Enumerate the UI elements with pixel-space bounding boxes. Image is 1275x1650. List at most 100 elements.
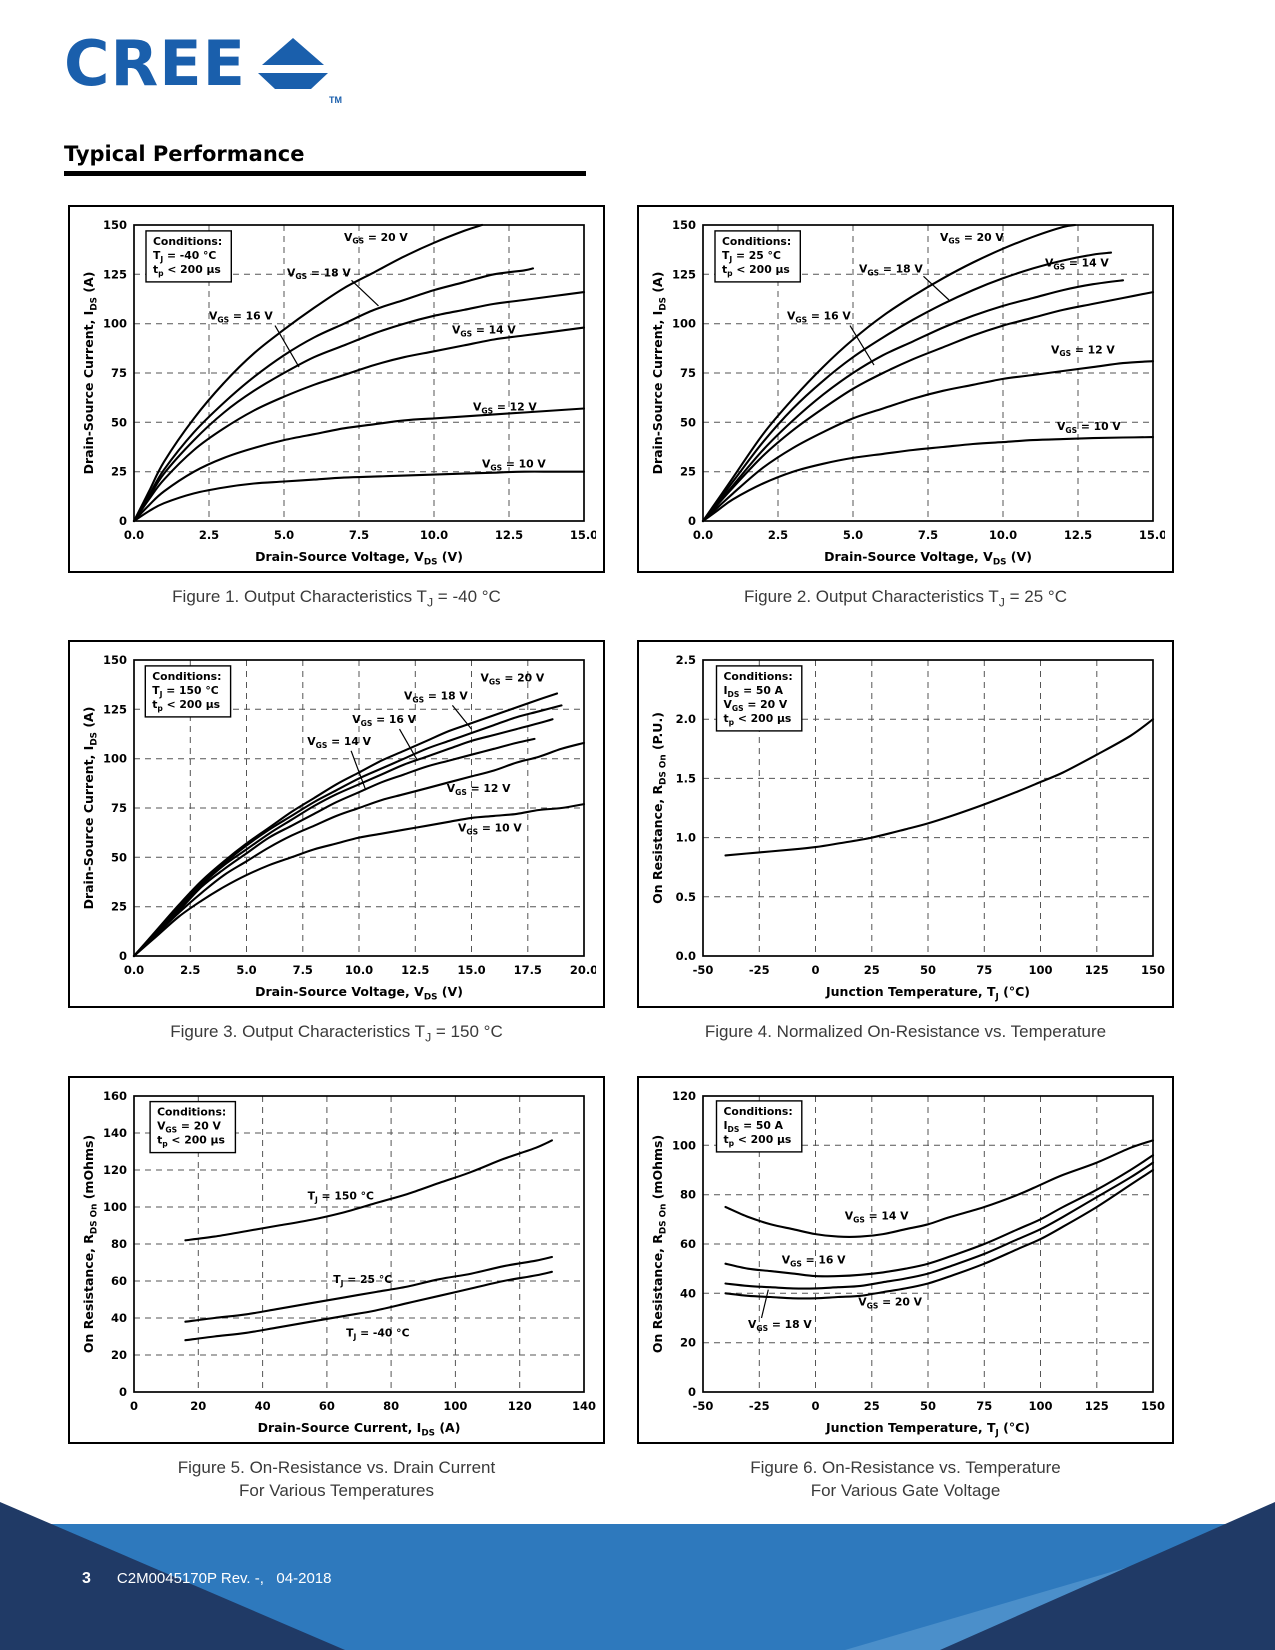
- svg-text:VGS = 10 V: VGS = 10 V: [482, 458, 546, 473]
- svg-text:75: 75: [680, 366, 696, 380]
- svg-text:tp < 200 µs: tp < 200 µs: [152, 698, 220, 713]
- chart-frame-6: -50 -25 0 25 50 75 100 125 150 0 20 40 60 80 100 120 Jun…: [637, 1075, 1174, 1444]
- svg-text:10.0: 10.0: [989, 528, 1017, 542]
- svg-text:VGS = 10 V: VGS = 10 V: [1057, 420, 1121, 435]
- svg-text:120: 120: [672, 1089, 696, 1103]
- svg-text:Conditions:: Conditions:: [157, 1105, 226, 1118]
- svg-text:2.5: 2.5: [768, 528, 788, 542]
- svg-text:-25: -25: [749, 963, 770, 977]
- svg-text:TJ = 150 °C: TJ = 150 °C: [308, 1189, 374, 1204]
- svg-text:160: 160: [103, 1089, 127, 1103]
- svg-text:120: 120: [508, 1399, 532, 1413]
- svg-text:TJ = -40 °C: TJ = -40 °C: [153, 249, 216, 264]
- svg-text:VGS = 10 V: VGS = 10 V: [458, 822, 522, 837]
- svg-text:VGS = 12 V: VGS = 12 V: [447, 783, 511, 798]
- svg-text:40: 40: [680, 1286, 696, 1300]
- figure-3: 0.0 2.5 5.0 7.5 10.0 12.5 15.0 17.5 20.0 0 25 50 75 1…: [68, 640, 605, 1049]
- svg-text:Drain-Source Current, IDS (A): Drain-Source Current, IDS (A): [650, 272, 668, 475]
- svg-text:Drain-Source Current, IDS (A): Drain-Source Current, IDS (A): [81, 707, 99, 910]
- section-underline: [64, 171, 586, 176]
- svg-text:25: 25: [864, 1399, 880, 1413]
- svg-text:2.5: 2.5: [676, 653, 696, 667]
- svg-text:0: 0: [119, 949, 127, 963]
- svg-text:80: 80: [383, 1399, 399, 1413]
- svg-text:Junction Temperature, TJ (°C): Junction Temperature, TJ (°C): [825, 984, 1030, 1002]
- cree-logo: CREE TM: [64, 27, 342, 106]
- svg-text:VGS = 20 V: VGS = 20 V: [724, 698, 788, 713]
- svg-text:2.5: 2.5: [180, 963, 200, 977]
- svg-text:TJ = 25 °C: TJ = 25 °C: [333, 1273, 392, 1288]
- svg-text:0.0: 0.0: [693, 528, 713, 542]
- svg-text:40: 40: [111, 1311, 127, 1325]
- svg-text:0: 0: [130, 1399, 138, 1413]
- svg-text:0: 0: [688, 514, 696, 528]
- svg-text:VGS = 20 V: VGS = 20 V: [940, 231, 1004, 246]
- chart-on-resistance-vs-drain-current: 0 20 40 60 80 100 120 140 0 20 40 60 80 100 120 140 160 D…: [81, 1089, 596, 1438]
- figure-6-caption: Figure 6. On-Resistance vs. Temperature F…: [750, 1457, 1061, 1500]
- svg-text:tp < 200 µs: tp < 200 µs: [157, 1133, 225, 1148]
- svg-text:150: 150: [672, 218, 696, 232]
- chart-frame-1: 0.0 2.5 5.0 7.5 10.0 12.5 15.0 0 25 50 75 100 125 150…: [68, 205, 605, 573]
- svg-text:15.0: 15.0: [570, 528, 596, 542]
- svg-text:10.0: 10.0: [420, 528, 448, 542]
- svg-text:0.0: 0.0: [676, 949, 696, 963]
- svg-text:0: 0: [119, 1385, 127, 1399]
- svg-text:0: 0: [688, 1385, 696, 1399]
- svg-text:tp < 200 µs: tp < 200 µs: [724, 1133, 792, 1148]
- svg-text:tp < 200 µs: tp < 200 µs: [724, 712, 792, 727]
- svg-text:TJ = 150 °C: TJ = 150 °C: [152, 684, 218, 699]
- svg-text:20: 20: [680, 1335, 696, 1349]
- chart-frame-2: 0.0 2.5 5.0 7.5 10.0 12.5 15.0 0 25 50 75 100 125 150…: [637, 205, 1174, 573]
- svg-text:VGS = 14 V: VGS = 14 V: [845, 1209, 909, 1224]
- figure-5: 0 20 40 60 80 100 120 140 0 20 40 60 80 100 120 140 160 D…: [68, 1075, 605, 1502]
- svg-text:125: 125: [1085, 963, 1109, 977]
- chart-on-resistance-vs-temperature-gate-voltage: -50 -25 0 25 50 75 100 125 150 0 20 40 60 80 100 120 Jun…: [650, 1089, 1165, 1438]
- svg-text:100: 100: [672, 1138, 696, 1152]
- svg-text:125: 125: [103, 703, 127, 717]
- cree-logo-text: CREE: [64, 27, 246, 100]
- svg-text:12.5: 12.5: [1064, 528, 1092, 542]
- svg-text:On Resistance, RDS On (P.U.): On Resistance, RDS On (P.U.): [650, 712, 668, 904]
- trademark-label: TM: [328, 95, 342, 105]
- svg-text:VGS = 14 V: VGS = 14 V: [307, 735, 371, 750]
- svg-text:2.5: 2.5: [199, 528, 219, 542]
- figure-2-caption: Figure 2. Output Characteristics TJ = 25…: [743, 587, 1067, 610]
- svg-text:Conditions:: Conditions:: [153, 235, 222, 248]
- svg-text:VGS = 16 V: VGS = 16 V: [787, 310, 851, 325]
- svg-text:75: 75: [111, 801, 127, 815]
- chart-frame-3: 0.0 2.5 5.0 7.5 10.0 12.5 15.0 17.5 20.0 0 25 50 75 1…: [68, 640, 605, 1009]
- svg-text:0: 0: [119, 514, 127, 528]
- chart-normalized-on-resistance-vs-temperature: -50 -25 0 25 50 75 100 125 150 0.0 0.5 1.0 1.5 2.0 2.5…: [650, 653, 1165, 1002]
- svg-text:VGS = 20 V: VGS = 20 V: [344, 231, 408, 246]
- chart-frame-4: -50 -25 0 25 50 75 100 125 150 0.0 0.5 1.0 1.5 2.0 2.5…: [637, 640, 1174, 1009]
- svg-text:40: 40: [255, 1399, 271, 1413]
- svg-text:150: 150: [1141, 963, 1165, 977]
- svg-text:60: 60: [680, 1237, 696, 1251]
- svg-text:VGS = 18 V: VGS = 18 V: [287, 266, 351, 281]
- svg-text:5.0: 5.0: [274, 528, 294, 542]
- svg-text:75: 75: [111, 366, 127, 380]
- svg-text:50: 50: [920, 1399, 936, 1413]
- svg-text:20: 20: [190, 1399, 206, 1413]
- figure-2: 0.0 2.5 5.0 7.5 10.0 12.5 15.0 0 25 50 75 100 125 150…: [637, 205, 1174, 614]
- svg-text:tp < 200 µs: tp < 200 µs: [153, 263, 221, 278]
- figure-4-caption: Figure 4. Normalized On-Resistance vs. T…: [704, 1022, 1107, 1042]
- svg-text:VGS = 16 V: VGS = 16 V: [209, 310, 273, 325]
- svg-text:125: 125: [672, 267, 696, 281]
- svg-text:0: 0: [811, 1399, 819, 1413]
- svg-text:75: 75: [976, 963, 992, 977]
- svg-text:150: 150: [1141, 1399, 1165, 1413]
- chart-output-characteristics-150c: 0.0 2.5 5.0 7.5 10.0 12.5 15.0 17.5 20.0 0 25 50 75 1…: [81, 653, 596, 1002]
- svg-text:-25: -25: [749, 1399, 770, 1413]
- svg-text:100: 100: [1028, 1399, 1052, 1413]
- svg-text:15.0: 15.0: [1139, 528, 1165, 542]
- footer-text: 3 C2M0045170P Rev. -, 04-2018: [82, 1570, 331, 1588]
- svg-text:12.5: 12.5: [495, 528, 523, 542]
- svg-text:Conditions:: Conditions:: [724, 670, 793, 683]
- svg-text:VGS = 18 V: VGS = 18 V: [748, 1318, 812, 1333]
- svg-text:50: 50: [111, 851, 127, 865]
- svg-text:75: 75: [976, 1399, 992, 1413]
- svg-text:1.5: 1.5: [676, 772, 696, 786]
- figure-1: 0.0 2.5 5.0 7.5 10.0 12.5 15.0 0 25 50 75 100 125 150…: [68, 205, 605, 614]
- svg-text:TJ = -40 °C: TJ = -40 °C: [346, 1326, 409, 1341]
